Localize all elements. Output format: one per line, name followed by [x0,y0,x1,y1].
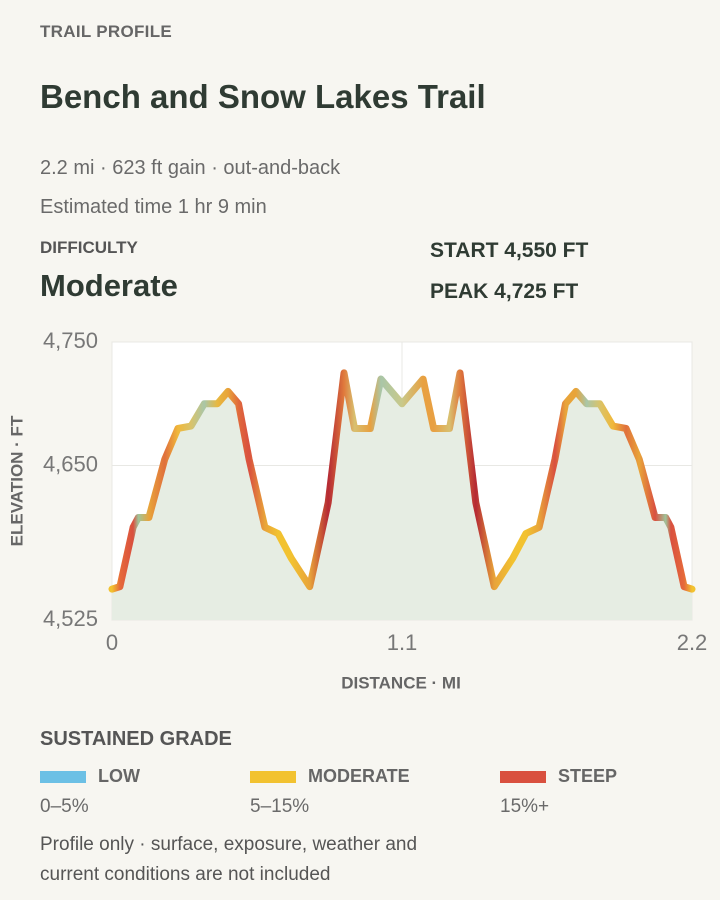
footnote: Profile only · surface, exposure, weathe… [40,834,418,885]
start-elevation: START 4,550 FT [430,239,589,262]
elevation-chart: DISTANCE · MI ELEVATION · FT 4,525 4,650 4… [7,328,708,693]
legend-range: 15%+ [500,796,550,817]
difficulty-label: DIFFICULTY [40,238,138,257]
difficulty-value: Moderate [40,268,178,303]
legend-name: LOW [98,766,140,786]
elevation-area [112,372,692,620]
legend-name: MODERATE [308,766,410,786]
legend-item: LOW 0–5% [40,766,140,818]
y-tick-label: 4,525 [43,606,98,631]
legend-range: 5–15% [250,796,310,817]
y-tick-label: 4,750 [43,328,98,353]
legend-swatch [40,771,86,783]
legend-title: SUSTAINED GRADE [40,728,232,750]
x-axis-label: DISTANCE · MI [341,673,461,692]
x-tick-label: 2.2 [677,630,708,655]
trail-summary: 2.2 mi · 623 ft gain · out-and-back [40,157,341,179]
elevation-line [108,369,696,593]
legend-item: MODERATE 5–15% [250,766,410,818]
legend-item: STEEP 15%+ [500,766,617,818]
y-axis-label: ELEVATION · FT [7,415,26,546]
y-tick-label: 4,650 [43,451,98,476]
x-tick-label: 1.1 [387,630,418,655]
legend-swatch [500,771,546,783]
estimated-time: Estimated time 1 hr 9 min [40,196,267,218]
x-tick-label: 0 [106,630,118,655]
eyebrow: TRAIL PROFILE [40,22,173,41]
legend-swatch [250,771,296,783]
trail-title: Bench and Snow Lakes Trail [40,78,486,115]
legend-range: 0–5% [40,796,89,817]
peak-elevation: PEAK 4,725 FT [430,280,579,303]
legend-name: STEEP [558,766,618,786]
